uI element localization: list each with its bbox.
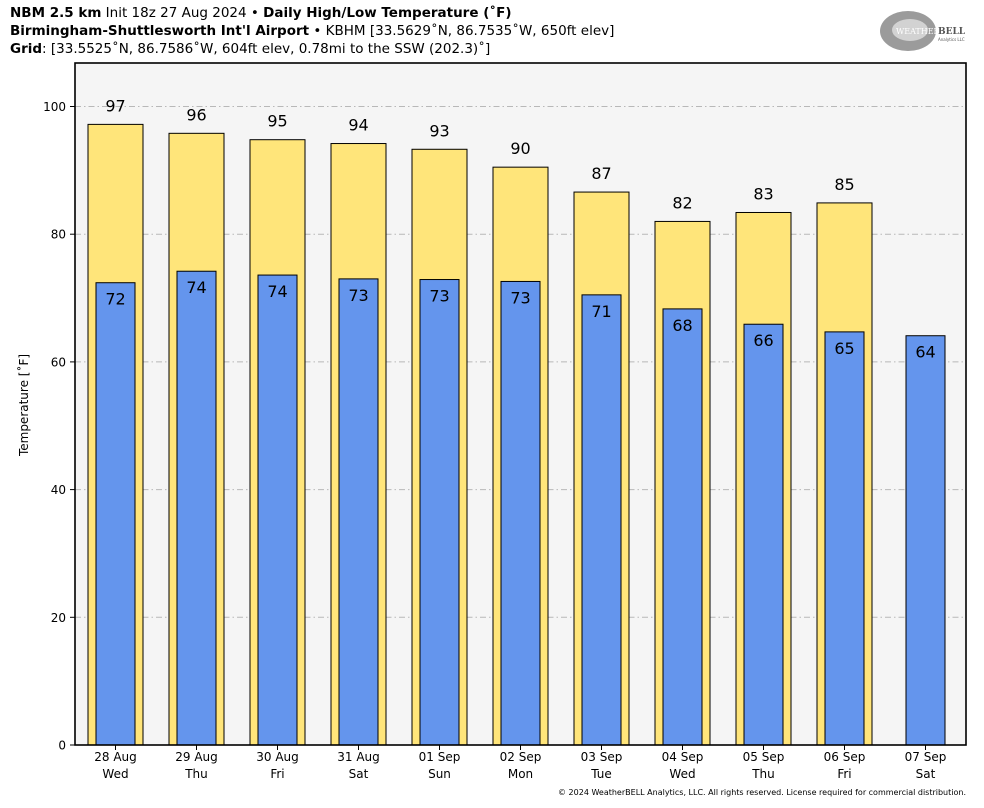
low-bar bbox=[338, 278, 379, 746]
y-tick-label: 20 bbox=[51, 611, 66, 625]
header-line-station: Birmingham-Shuttlesworth Int'l Airport •… bbox=[10, 23, 614, 40]
header-line-grid: Grid: [33.5525˚N, 86.7586˚W, 604ft elev,… bbox=[10, 41, 490, 58]
logo-text-b: BELL bbox=[938, 27, 966, 37]
model-name: NBM 2.5 km bbox=[10, 5, 102, 21]
logo-sub: Analytics LLC bbox=[938, 37, 965, 42]
x-tick-date: 28 Aug bbox=[94, 750, 137, 764]
x-tick-day: Thu bbox=[751, 767, 775, 781]
x-tick-day: Sat bbox=[349, 767, 369, 781]
x-tick-day: Thu bbox=[184, 767, 208, 781]
high-label: 96 bbox=[186, 105, 206, 124]
high-label: 93 bbox=[429, 121, 449, 140]
low-label: 74 bbox=[267, 282, 287, 301]
low-label: 68 bbox=[672, 316, 692, 335]
logo-text-a: WEATHER bbox=[896, 27, 941, 36]
low-label: 74 bbox=[186, 278, 206, 297]
weatherbell-logo: WEATHER BELL Analytics LLC bbox=[880, 11, 966, 51]
copyright-notice: © 2024 WeatherBELL Analytics, LLC. All r… bbox=[558, 788, 966, 797]
low-label: 66 bbox=[753, 331, 773, 350]
x-tick-date: 30 Aug bbox=[256, 750, 299, 764]
x-tick-day: Fri bbox=[270, 767, 284, 781]
x-tick-day: Sun bbox=[428, 767, 451, 781]
x-tick-day: Wed bbox=[102, 767, 128, 781]
high-label: 82 bbox=[672, 193, 692, 212]
chart-title: Daily High/Low Temperature (˚F) bbox=[263, 5, 512, 21]
init-time: Init 18z 27 Aug 2024 • bbox=[101, 5, 264, 21]
x-tick-day: Wed bbox=[669, 767, 695, 781]
x-tick-date: 29 Aug bbox=[175, 750, 218, 764]
low-bar bbox=[95, 282, 136, 746]
x-tick-date: 03 Sep bbox=[581, 750, 623, 764]
station-name: Birmingham-Shuttlesworth Int'l Airport bbox=[10, 23, 310, 39]
low-bar bbox=[500, 280, 541, 746]
x-tick-date: 04 Sep bbox=[662, 750, 704, 764]
data-labels: 97 72 96 74 95 74 94 73 93 73 90 73 87 71 82 68 83 66 85 65… bbox=[105, 96, 935, 361]
x-tick-date: 01 Sep bbox=[419, 750, 461, 764]
x-axis: 28 Aug Wed 29 Aug Thu 30 Aug Fri 31 Aug Sat 01 S… bbox=[94, 745, 946, 781]
x-tick-day: Tue bbox=[590, 767, 612, 781]
high-label: 94 bbox=[348, 116, 368, 135]
high-label: 85 bbox=[834, 175, 854, 194]
low-label: 71 bbox=[591, 302, 611, 321]
x-tick-date: 02 Sep bbox=[500, 750, 542, 764]
y-axis-label: Temperature [˚F] bbox=[17, 353, 31, 457]
low-bar bbox=[419, 279, 460, 746]
low-bar bbox=[905, 335, 946, 746]
low-label: 73 bbox=[510, 288, 530, 307]
y-tick-label: 60 bbox=[51, 355, 66, 369]
low-label: 65 bbox=[834, 339, 854, 358]
low-label: 73 bbox=[348, 286, 368, 305]
low-label: 64 bbox=[915, 343, 935, 362]
x-tick-day: Fri bbox=[837, 767, 851, 781]
station-info: • KBHM [33.5629˚N, 86.7535˚W, 650ft elev… bbox=[309, 23, 615, 39]
x-tick-date: 31 Aug bbox=[337, 750, 380, 764]
y-axis: 0 20 40 60 80 100 bbox=[43, 100, 75, 753]
low-bar bbox=[581, 294, 622, 746]
y-tick-label: 80 bbox=[51, 228, 66, 242]
y-tick-label: 0 bbox=[58, 739, 66, 753]
x-tick-date: 07 Sep bbox=[905, 750, 947, 764]
low-label: 72 bbox=[105, 290, 125, 309]
grid-label: Grid bbox=[10, 41, 43, 57]
x-tick-date: 06 Sep bbox=[824, 750, 866, 764]
x-tick-date: 05 Sep bbox=[743, 750, 785, 764]
high-label: 83 bbox=[753, 184, 773, 203]
y-tick-label: 40 bbox=[51, 483, 66, 497]
high-label: 90 bbox=[510, 139, 530, 158]
x-tick-day: Sat bbox=[916, 767, 936, 781]
x-tick-day: Mon bbox=[508, 767, 533, 781]
low-bar bbox=[743, 323, 784, 746]
low-bar bbox=[824, 331, 865, 746]
low-bar bbox=[257, 274, 298, 746]
bars bbox=[87, 123, 946, 746]
high-label: 97 bbox=[105, 96, 125, 115]
low-bar bbox=[176, 270, 217, 746]
low-label: 73 bbox=[429, 287, 449, 306]
high-label: 87 bbox=[591, 164, 611, 183]
grid-info: : [33.5525˚N, 86.7586˚W, 604ft elev, 0.7… bbox=[42, 41, 491, 57]
y-tick-label: 100 bbox=[43, 100, 66, 114]
low-bar bbox=[662, 308, 703, 746]
header-line-model: NBM 2.5 km Init 18z 27 Aug 2024 • Daily … bbox=[10, 5, 512, 22]
high-label: 95 bbox=[267, 112, 287, 131]
